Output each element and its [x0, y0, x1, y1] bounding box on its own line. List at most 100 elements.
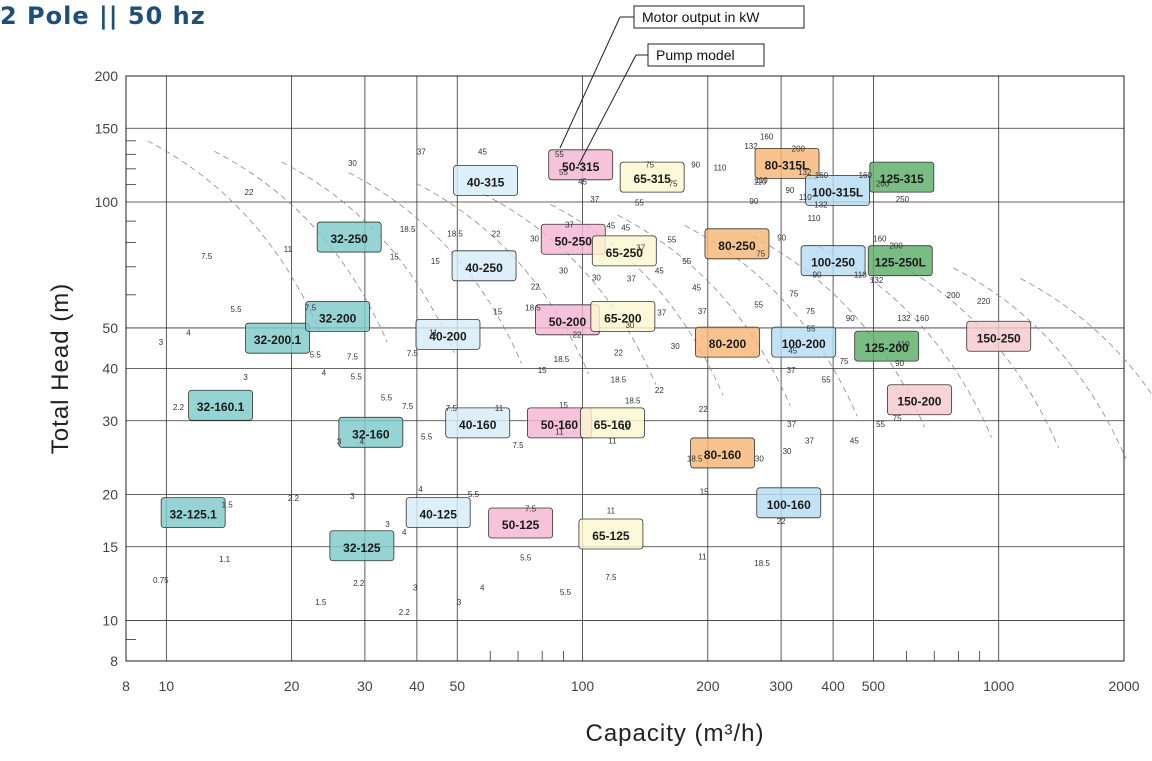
- model-label: 40-250: [465, 261, 503, 275]
- motor-output-label: 5.5: [230, 305, 242, 314]
- motor-output-label: 110: [854, 270, 867, 279]
- motor-output-label: 132: [814, 201, 828, 210]
- motor-output-label: 55: [667, 236, 676, 245]
- motor-output-label: 15: [700, 487, 709, 496]
- motor-output-label: 75: [756, 250, 765, 259]
- motor-output-label: 110: [799, 193, 812, 202]
- motor-output-label: 75: [893, 414, 902, 423]
- motor-output-label: 5.5: [560, 588, 572, 597]
- x-tick-label: 30: [357, 678, 373, 694]
- x-tick-label: 1000: [983, 678, 1014, 694]
- model-label: 125-315: [880, 172, 924, 186]
- motor-output-label: 2.2: [288, 494, 300, 503]
- motor-output-label: 30: [530, 234, 539, 243]
- model-region: [771, 326, 837, 358]
- motor-output-label: 3: [337, 438, 342, 447]
- motor-output-label: 45: [478, 147, 487, 156]
- motor-output-label: 160: [760, 133, 774, 142]
- iso-power-curve: [953, 267, 1127, 459]
- model-label: 32-125.1: [169, 508, 217, 522]
- motor-output-label: 15: [538, 366, 547, 375]
- model-label: 32-160.1: [197, 400, 245, 414]
- model-label: 100-250: [811, 256, 855, 270]
- x-tick-label: 500: [862, 678, 886, 694]
- motor-output-label: 110: [755, 176, 768, 185]
- model-label: 80-200: [709, 337, 747, 351]
- x-tick-label: 100: [571, 678, 595, 694]
- model-label: 65-200: [604, 311, 642, 325]
- model-region: [316, 221, 382, 253]
- motor-output-label: 7.5: [446, 404, 458, 413]
- model-region: [188, 389, 253, 421]
- model-region: [756, 487, 822, 519]
- motor-output-label: 22: [699, 405, 708, 414]
- motor-output-label: 75: [806, 307, 815, 316]
- motor-output-label: 55: [876, 420, 885, 429]
- motor-output-label: 37: [787, 366, 796, 375]
- model-label: 80-250: [718, 239, 756, 253]
- motor-output-label: 5.5: [421, 432, 433, 441]
- y-tick-label: 100: [95, 194, 119, 210]
- motor-output-label: 45: [621, 223, 630, 232]
- motor-output-label: 3: [159, 338, 164, 347]
- model-label: 65-125: [592, 529, 630, 543]
- model-region: [451, 250, 517, 282]
- model-label: 40-125: [420, 508, 458, 522]
- motor-output-label: 22: [492, 230, 501, 239]
- motor-output-label: 2.2: [399, 608, 411, 617]
- motor-output-label: 37: [698, 307, 707, 316]
- motor-output-label: 110: [714, 163, 727, 172]
- motor-output-label: 18.5: [611, 376, 627, 385]
- page-title: 2 Pole || 50 hz: [0, 2, 206, 30]
- y-axis-label: Total Head (m): [47, 283, 74, 454]
- model-region: [415, 318, 481, 350]
- motor-output-label: 1.5: [315, 598, 327, 607]
- motor-output-label: 7.5: [305, 304, 317, 313]
- motor-output-label: 4: [418, 485, 423, 494]
- model-region: [245, 322, 310, 354]
- model-label: 50-315: [562, 160, 600, 174]
- model-label: 40-200: [429, 329, 467, 343]
- motor-output-label: 37: [787, 420, 796, 429]
- model-region: [966, 320, 1032, 352]
- x-tick-label: 8: [122, 678, 130, 694]
- motor-output-label: 55: [754, 300, 763, 309]
- motor-output-label: 55: [682, 257, 691, 266]
- model-region: [869, 161, 935, 193]
- motor-output-label: 15: [493, 308, 502, 317]
- motor-output-label: 15: [559, 401, 568, 410]
- y-tick-label: 50: [102, 320, 118, 336]
- iso-power-curve: [751, 235, 925, 428]
- y-tick-label: 200: [95, 68, 119, 84]
- model-label: 32-200.1: [254, 333, 302, 347]
- model-region: [704, 228, 770, 260]
- motor-output-label: 110: [754, 178, 767, 187]
- model-label: 40-160: [459, 418, 497, 432]
- motor-output-label: 30: [755, 454, 764, 463]
- motor-output-label: 11: [698, 552, 707, 561]
- motor-output-label: 15: [431, 257, 440, 266]
- motor-output-label: 11: [608, 436, 617, 445]
- iso-power-curve: [348, 172, 522, 364]
- model-label: 150-250: [977, 331, 1021, 345]
- model-region: [445, 407, 511, 439]
- motor-output-label: 7.5: [347, 353, 359, 362]
- motor-output-label: 3: [243, 373, 248, 382]
- motor-output-label: 18.5: [687, 454, 703, 463]
- motor-output-label: 37: [565, 220, 574, 229]
- model-markers: [160, 147, 1032, 562]
- model-label: 150-200: [897, 395, 941, 409]
- motor-output-label: 5.5: [310, 350, 322, 359]
- model-label: 80-160: [704, 448, 742, 462]
- motor-output-label: 5.5: [468, 490, 480, 499]
- model-region: [488, 507, 554, 539]
- callouts: Motor output in kW Pump model: [559, 5, 805, 167]
- model-label: 100-315L: [812, 185, 863, 199]
- motor-output-label: 75: [645, 160, 654, 169]
- model-region: [590, 300, 656, 332]
- motor-output-label: 30: [348, 159, 357, 168]
- motor-output-label: 18.5: [754, 559, 770, 568]
- motor-output-label: 15: [390, 253, 399, 262]
- motor-output-label: 90: [895, 359, 904, 368]
